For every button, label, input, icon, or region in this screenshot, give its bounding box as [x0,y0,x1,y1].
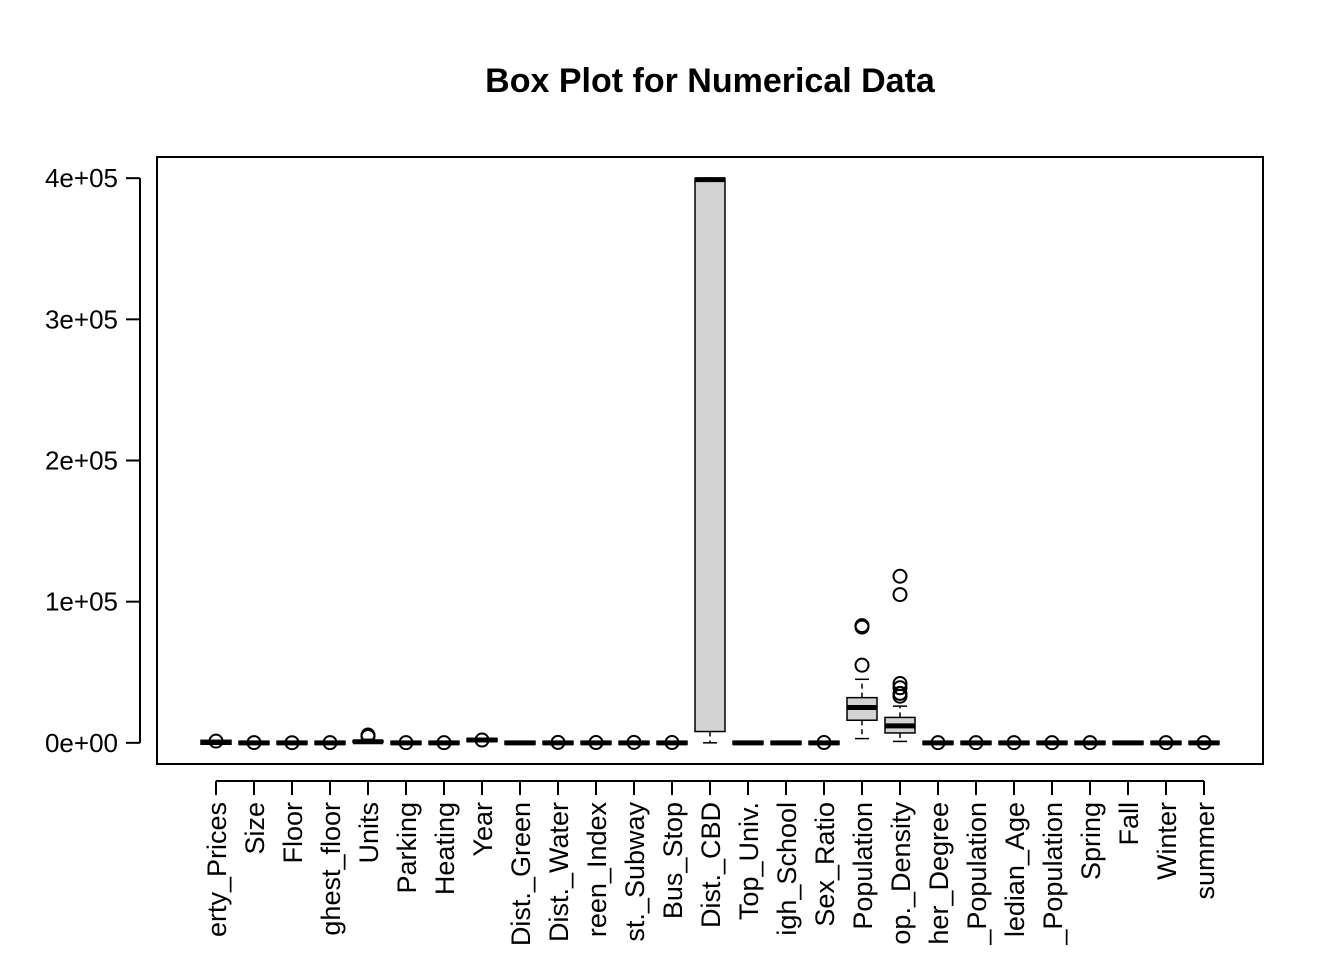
y-tick-label: 0e+00 [45,728,118,758]
box-group [1074,735,1106,751]
x-category-label: erty_Prices [202,802,232,937]
outlier-point [816,735,832,751]
x-category-label: ghest_floor [316,802,346,936]
x-axis: erty_Prices Size Floor ghest_floor Units Park… [202,780,1220,946]
box-group [1150,735,1182,751]
x-category-label: Dist._CBD [696,802,726,928]
x-category-label: Dist._Green [506,802,536,946]
x-category-label: Units [354,802,384,864]
box-group [1112,740,1144,746]
outlier-point [664,735,680,751]
box-group [884,568,916,743]
outlier-point [930,735,946,751]
box-group [998,735,1030,751]
x-category-label: Sex_Ratio [810,802,840,927]
outlier-point [322,735,338,751]
x-category-label: her_Degree [924,802,954,945]
outlier-point [1006,735,1022,751]
box-group [1188,735,1220,751]
box-group [466,732,498,748]
outlier-point [892,676,908,692]
box-group [694,177,726,744]
outlier-point [360,727,376,743]
outlier-point [854,657,870,673]
box-group [428,735,460,751]
x-category-label: Winter [1152,802,1182,880]
x-category-label: Dist._Water [544,802,574,942]
outlier-point [1044,735,1060,751]
x-category-label: Parking [392,802,422,894]
box-group [276,735,308,751]
outlier-point [1196,735,1212,751]
x-category-label: st._Subway [620,802,650,942]
x-category-label: Population [848,802,878,930]
box-group [732,740,764,746]
x-category-label: Size [240,802,270,855]
x-category-label: ledian_Age [1000,802,1030,937]
box-group [960,735,992,751]
x-category-label: op._Density [886,802,916,945]
x-category-label: igh_School [772,802,802,936]
outlier-point [398,735,414,751]
y-tick-label: 3e+05 [45,304,118,334]
outlier-point [1158,735,1174,751]
outlier-point [968,735,984,751]
box-group [618,734,650,750]
y-axis: 0e+00 1e+05 2e+05 3e+05 4e+05 [45,163,141,758]
x-category-label: Spring [1076,802,1106,880]
x-category-label: Bus_Stop [658,802,688,919]
box-group [314,735,346,751]
outlier-point [892,587,908,603]
outlier-point [246,735,262,751]
outlier-point [626,734,642,750]
box-group [770,740,802,746]
box-group [922,735,954,751]
x-category-label: _Population [962,802,992,946]
x-category-label: _Population [1038,802,1068,946]
outlier-point [284,735,300,751]
outlier-point [892,680,908,696]
box-group [352,727,384,745]
x-category-label: summer [1190,802,1220,900]
x-category-label: Fall [1114,802,1144,846]
box-group [580,735,612,751]
outlier-point [208,733,224,749]
box-group [504,740,536,746]
box-body [694,177,726,733]
box-group [542,734,574,750]
x-category-label: Year [468,802,498,857]
outlier-point [1082,735,1098,751]
box-series [200,177,1220,751]
x-category-label: Floor [278,802,308,864]
box-group [390,735,422,751]
outlier-point [550,734,566,750]
box-group [808,735,840,751]
chart-title: Box Plot for Numerical Data [485,62,936,100]
outlier-point [474,732,490,748]
y-tick-label: 2e+05 [45,446,118,476]
plot-frame [156,156,1264,765]
box-group [656,735,688,751]
box-group [1036,735,1068,751]
y-tick-label: 4e+05 [45,163,118,193]
outlier-point [436,735,452,751]
x-category-label: Heating [430,802,460,895]
y-tick-label: 1e+05 [45,587,118,617]
outlier-point [892,568,908,584]
outlier-point [854,618,870,634]
box-group [200,733,232,749]
x-category-label: reen_Index [582,802,612,938]
outlier-point [892,685,908,701]
box-group [846,618,878,740]
box-group [238,735,270,751]
outlier-point [588,735,604,751]
x-category-label: Top_Univ. [734,802,764,920]
